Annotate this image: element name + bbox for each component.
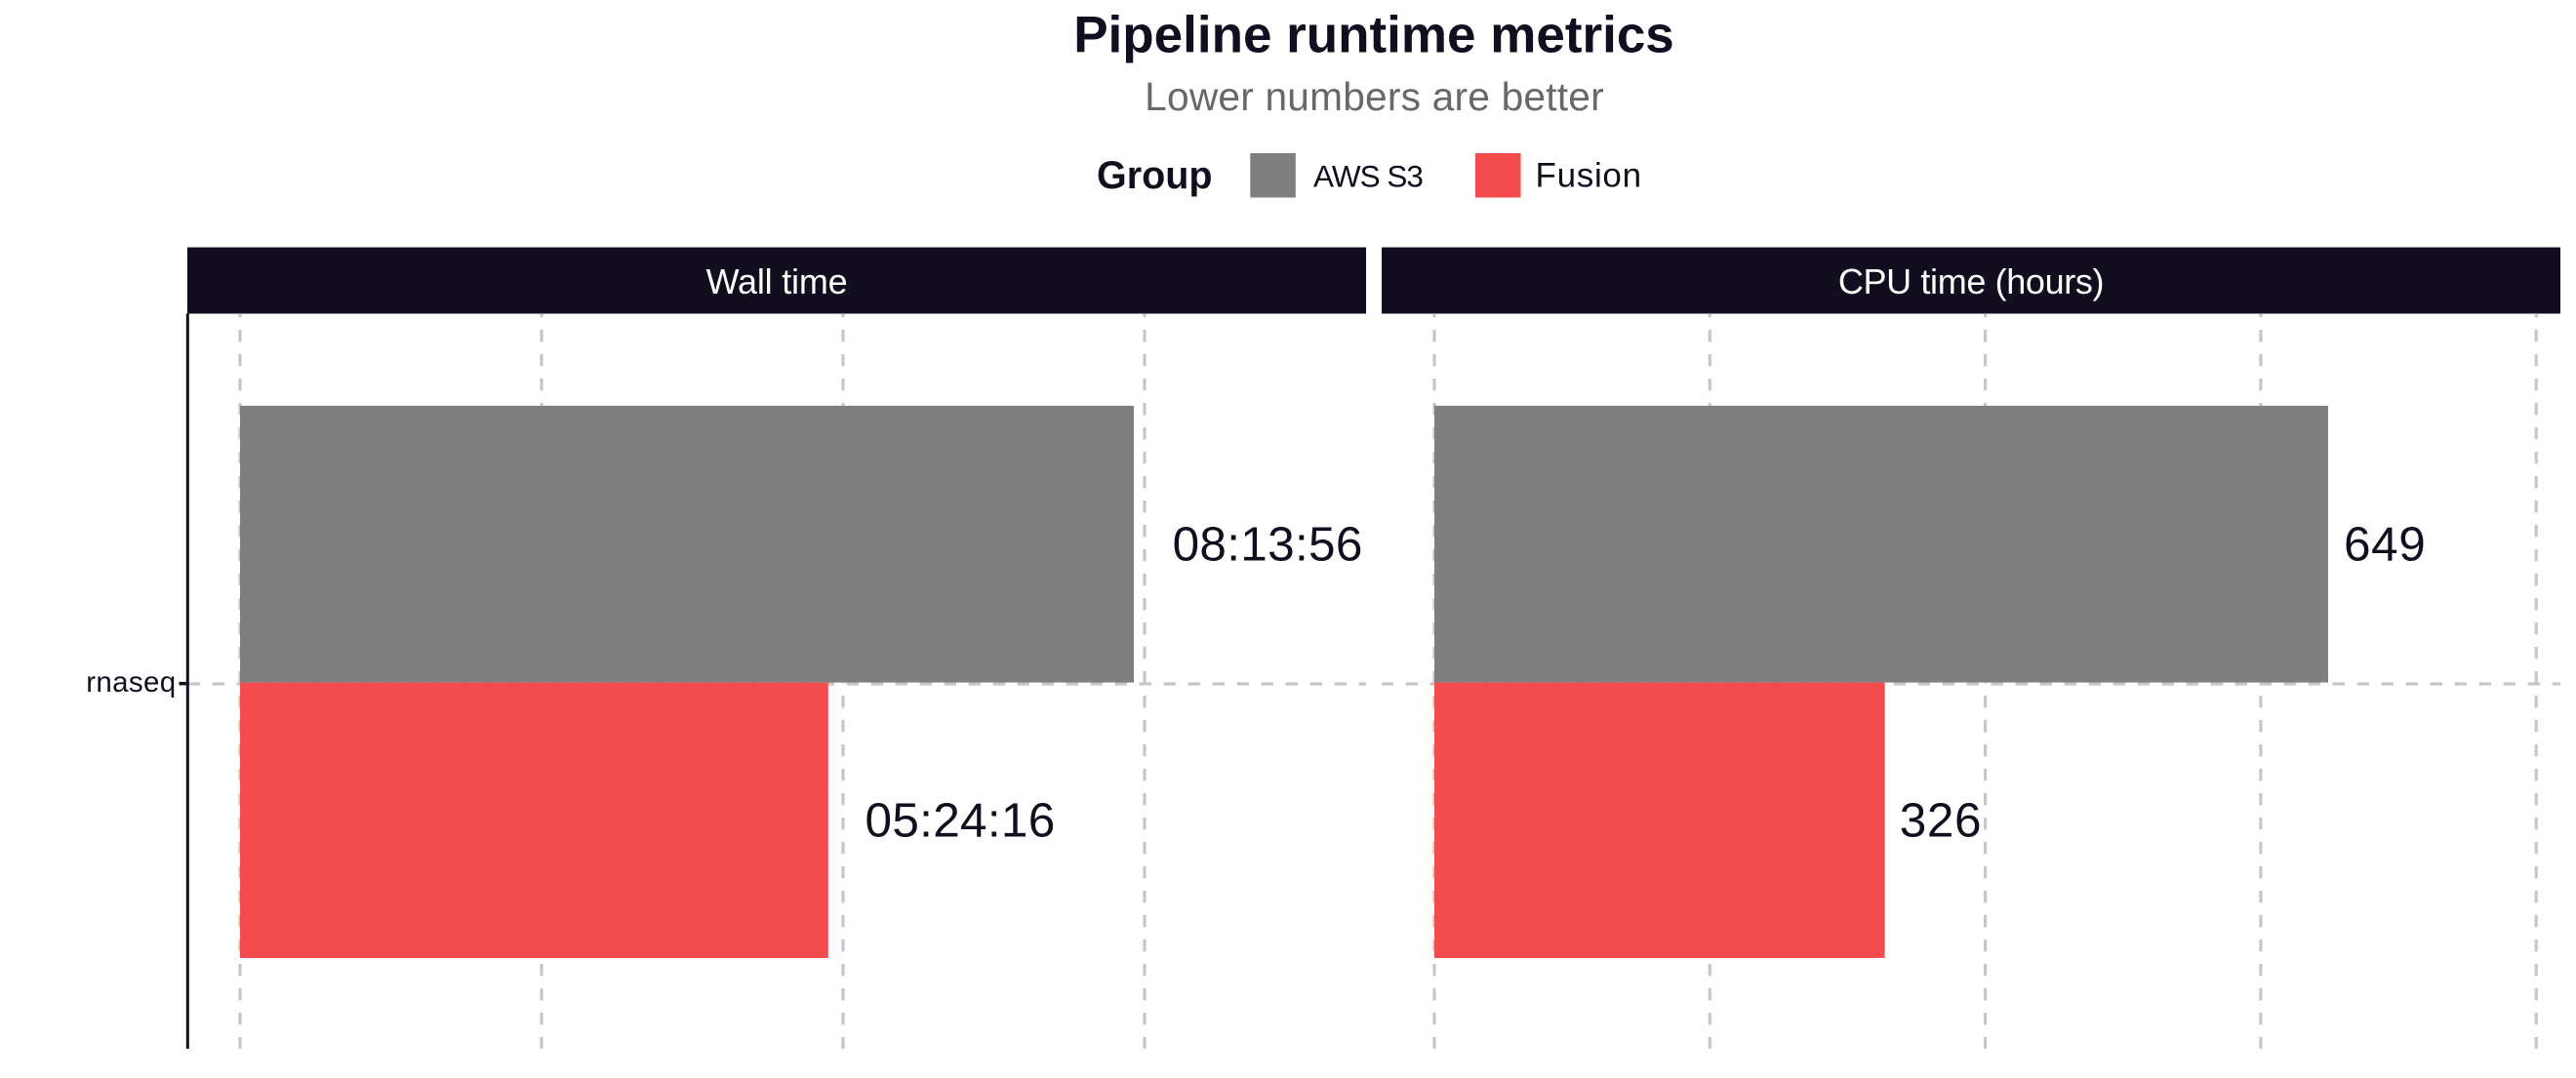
svg-text:Lower numbers are better: Lower numbers are better (1145, 74, 1604, 119)
svg-text:05:24:16: 05:24:16 (865, 794, 1056, 848)
svg-text:Pipeline runtime metrics: Pipeline runtime metrics (1073, 7, 1674, 64)
svg-text:Group: Group (1097, 154, 1212, 197)
svg-text:649: 649 (2344, 518, 2426, 572)
svg-text:AWS S3: AWS S3 (1313, 159, 1423, 194)
svg-text:rnaseq: rnaseq (86, 666, 176, 699)
svg-text:Fusion: Fusion (1536, 157, 1642, 195)
svg-text:08:13:56: 08:13:56 (1173, 518, 1363, 572)
svg-text:Wall time: Wall time (706, 261, 848, 301)
svg-text:CPU time (hours): CPU time (hours) (1838, 261, 2104, 301)
svg-text:326: 326 (1900, 794, 1982, 848)
